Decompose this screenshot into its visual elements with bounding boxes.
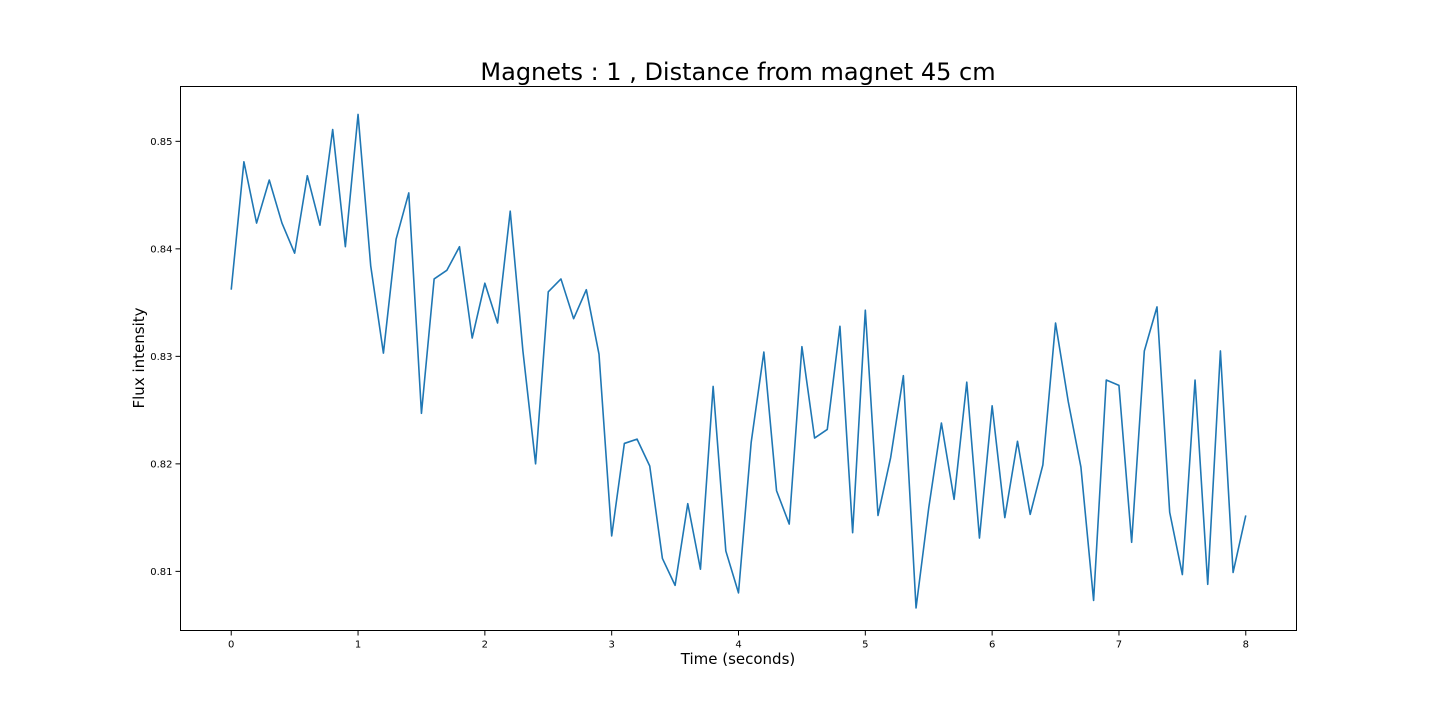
y-tick-label: 0.81: [150, 567, 172, 578]
x-tick-label: 0: [228, 640, 234, 651]
x-tick-label: 5: [862, 640, 868, 651]
x-tick-label: 6: [989, 640, 995, 651]
series-line-0: [230, 113, 1247, 609]
x-axis: 0 1 2 3 4 5 6 7 8: [228, 630, 1249, 651]
x-tick-label: 1: [355, 640, 361, 651]
y-tick-label: 0.84: [150, 244, 172, 255]
x-axis-label: Time (seconds): [680, 650, 796, 668]
x-tick-label: 4: [735, 640, 741, 651]
x-tick-label: 2: [482, 640, 488, 651]
y-tick-label: 0.85: [150, 137, 172, 148]
chart-title: Magnets : 1 , Distance from magnet 45 cm: [480, 58, 995, 86]
y-tick-label: 0.83: [150, 352, 172, 363]
y-axis: 0.81 0.82 0.83 0.84 0.85: [150, 137, 181, 578]
y-axis-label: Flux intensity: [130, 307, 148, 408]
y-tick-label: 0.82: [150, 459, 172, 470]
x-tick-label: 3: [608, 640, 614, 651]
x-tick-label: 8: [1243, 640, 1249, 651]
series-group: [230, 113, 1247, 609]
x-tick-label: 7: [1116, 640, 1122, 651]
